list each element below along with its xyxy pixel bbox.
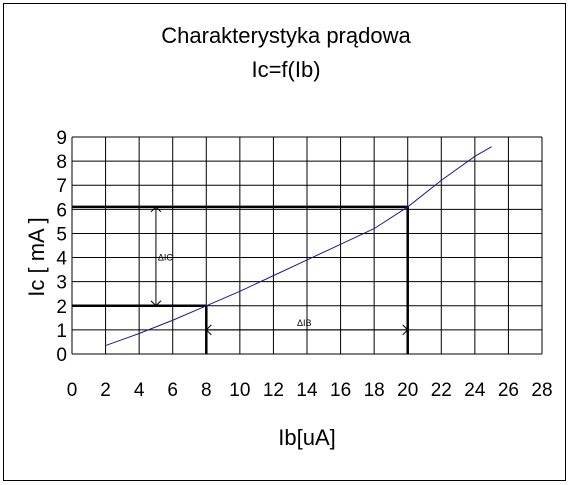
delta-ic-arrowhead-top xyxy=(150,206,162,213)
y-tick-labels: 0 1 2 3 4 5 6 7 8 9 xyxy=(56,128,67,366)
x-tick-label: 8 xyxy=(201,380,212,401)
x-tick-label: 14 xyxy=(296,380,318,401)
x-tick-label: 24 xyxy=(464,380,486,401)
x-tick-label: 26 xyxy=(498,380,519,401)
x-tick-label: 16 xyxy=(330,380,351,401)
y-tick-label: 3 xyxy=(56,273,67,294)
annotations: ΔIC ΔIB xyxy=(72,205,409,354)
x-axis-label: Ib[uA] xyxy=(278,425,335,450)
x-tick-label: 0 xyxy=(67,380,78,401)
y-axis-label: Ic [ mA ] xyxy=(24,217,49,296)
series-layer xyxy=(105,146,492,347)
outer-border xyxy=(3,3,566,481)
x-tick-label: 22 xyxy=(431,380,452,401)
grid xyxy=(71,136,543,355)
delta-ic-arrowhead-bottom xyxy=(150,300,162,307)
y-tick-label: 8 xyxy=(56,152,67,173)
y-tick-label: 9 xyxy=(56,128,67,149)
y-tick-label: 4 xyxy=(56,249,67,270)
x-tick-label: 18 xyxy=(364,380,385,401)
x-tick-label: 28 xyxy=(531,380,552,401)
x-tick-labels: 0 2 4 6 8 10 12 14 16 18 20 22 24 26 28 xyxy=(67,380,553,401)
delta-ib-arrowhead-left xyxy=(205,324,212,336)
delta-ib-arrowhead-right xyxy=(402,324,409,336)
chart-subtitle: Ic=f(Ib) xyxy=(251,57,320,82)
y-tick-label: 5 xyxy=(56,224,67,245)
y-tick-label: 2 xyxy=(56,297,67,318)
y-tick-label: 7 xyxy=(56,176,67,197)
chart-title: Charakterystyka prądowa xyxy=(161,23,411,48)
y-tick-label: 0 xyxy=(56,345,67,366)
x-tick-label: 12 xyxy=(263,380,284,401)
x-tick-label: 2 xyxy=(100,380,111,401)
delta-ib-label: ΔIB xyxy=(297,318,312,328)
series-line xyxy=(105,146,492,347)
x-tick-label: 10 xyxy=(229,380,250,401)
delta-ic-label: ΔIC xyxy=(158,252,174,262)
y-tick-label: 6 xyxy=(56,200,67,221)
y-tick-label: 1 xyxy=(56,321,67,342)
x-tick-label: 20 xyxy=(397,380,418,401)
x-tick-label: 4 xyxy=(134,380,145,401)
x-tick-label: 6 xyxy=(167,380,178,401)
